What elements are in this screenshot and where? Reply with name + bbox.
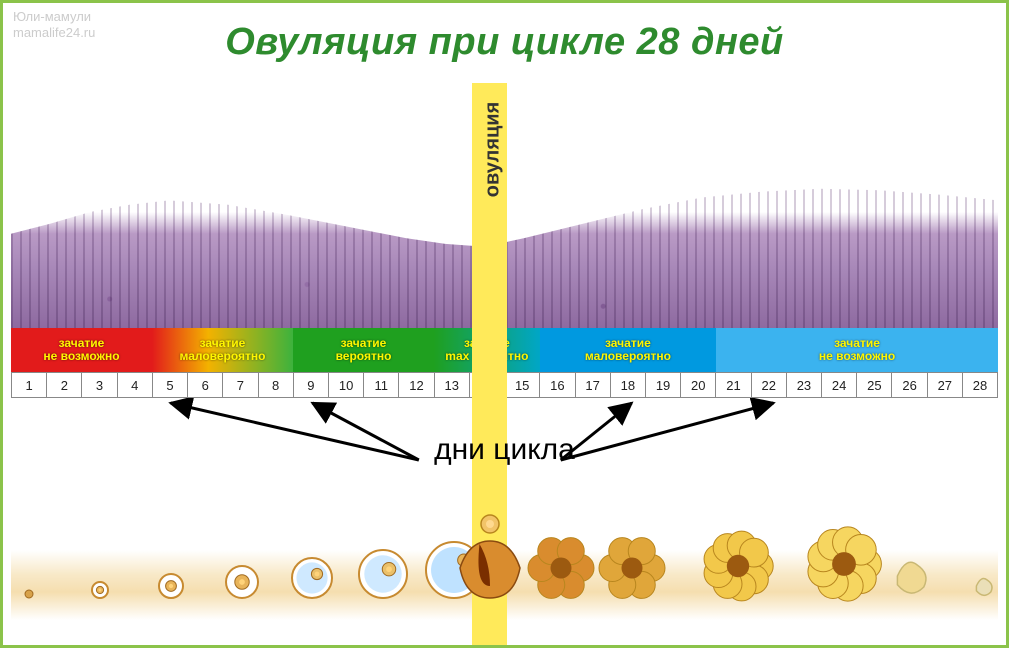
day-cell: 27 [928,373,963,397]
day-cell: 25 [857,373,892,397]
day-cell: 21 [716,373,751,397]
day-cell: 17 [576,373,611,397]
day-cell: 7 [223,373,258,397]
phase-bar: зачатиене возможнозачатиемаловероятнозач… [11,328,998,372]
day-cell: 10 [329,373,364,397]
day-cell: 22 [752,373,787,397]
follicle-stage [806,526,882,607]
phase-segment: зачатиене возможно [11,328,152,372]
follicle-stage [889,550,941,607]
follicle-stage [598,534,666,607]
day-ruler: 1234567891011121314151617181920212223242… [11,372,998,398]
follicle-stage [88,578,112,607]
follicle-stage [222,562,262,607]
day-cell: 11 [364,373,399,397]
day-cell: 1 [11,373,47,397]
follicle-stage [527,534,595,607]
phase-segment: зачатиене возможно [716,328,998,372]
follicle-stage [155,570,187,607]
endometrium-histology [11,183,998,328]
day-cell: 2 [47,373,82,397]
day-cell: 13 [435,373,470,397]
day-cell: 5 [153,373,188,397]
day-cell: 19 [646,373,681,397]
cycle-days-label: дни цикла [3,433,1006,467]
phase-segment: зачатиевероятно [293,328,434,372]
day-cell: 8 [259,373,294,397]
phase-segment: зачатиеmax вероятно [434,328,540,372]
follicle-stage [21,586,37,607]
day-cell: 12 [399,373,434,397]
day-cell: 16 [540,373,575,397]
follicle-stage [702,530,774,607]
page-title: Овуляция при цикле 28 дней [3,21,1006,64]
day-cell: 20 [681,373,716,397]
day-cell: 23 [787,373,822,397]
day-cell: 24 [822,373,857,397]
day-cell: 28 [963,373,998,397]
follicle-stage [355,546,411,607]
day-cell: 9 [294,373,329,397]
ovulation-label: овуляция [481,102,504,198]
day-cell: 18 [611,373,646,397]
day-cell: 3 [82,373,117,397]
day-cell: 15 [505,373,540,397]
day-cell: 14 [470,373,505,397]
day-cell: 4 [118,373,153,397]
follicle-stage [970,570,1002,607]
day-cell: 6 [188,373,223,397]
day-cell: 26 [892,373,927,397]
phase-segment: зачатиемаловероятно [152,328,293,372]
phase-segment: зачатиемаловероятно [540,328,716,372]
released-ovum-icon [479,513,501,535]
follicle-stage [456,534,524,607]
follicle-stage [288,554,336,607]
